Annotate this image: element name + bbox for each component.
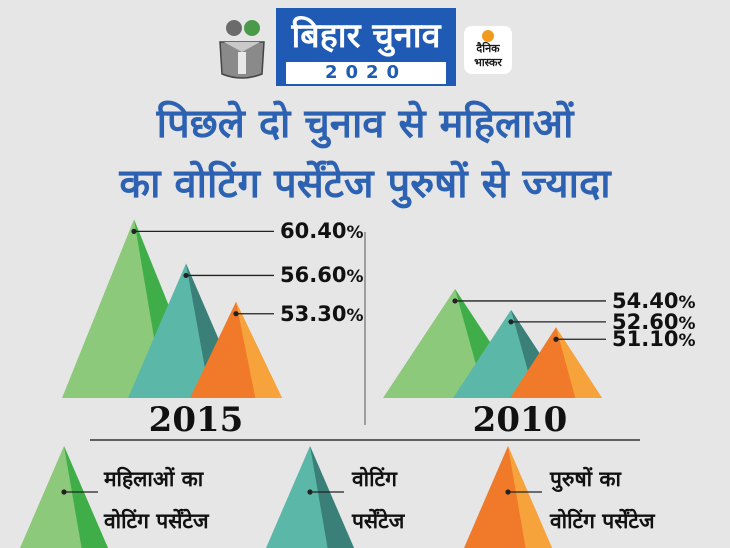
value-label-2010-women: 54.40% [612,289,695,315]
legend-peak-women-shade [64,446,108,548]
value-number: 51.10 [612,327,679,352]
value-leader-lines [131,228,606,342]
legend-peaks [20,446,552,548]
value-number: 52.60 [612,309,679,334]
value-label-2015-women: 60.40% [280,219,363,245]
peak-2010-total-shade [511,309,569,398]
chart-2010-peaks [383,288,602,398]
value-label-2015-men: 53.30% [280,302,363,328]
value-unit: % [346,267,364,288]
newspaper-name: दैनिक भास्कर [474,42,502,69]
chart-2015-peaks [62,219,282,398]
newspaper-logo: दैनिक भास्कर [464,26,512,74]
banner-title: बिहार चुनाव [291,16,441,56]
value-unit: % [678,331,696,352]
value-unit: % [346,223,364,244]
value-number: 56.60 [280,263,347,288]
legend-peak-total-shade [310,446,354,548]
value-unit: % [346,305,364,326]
peak-2010-men-shade [556,327,602,398]
headline-line-1: पिछले दो चुनाव से महिलाओं [156,101,574,147]
sun-icon [482,30,494,42]
legend-women-line2: वोटिंग पर्सेंटेज [104,509,209,533]
year-label-2015: 2015 [148,400,244,440]
value-label-2015-total: 56.60% [280,263,363,289]
election-banner: बिहार चुनाव 2020 [276,8,456,86]
legend-total-line1: वोटिंग [352,467,397,491]
legend-total-line2: पर्सेंटेज [352,509,405,533]
value-number: 53.30 [280,301,347,326]
value-unit: % [678,292,696,313]
value-unit: % [678,313,696,334]
banner-year: 2020 [286,62,446,84]
value-label-2010-men: 51.10% [612,327,695,353]
legend-peak-men-shade [508,446,552,548]
value-number: 60.40 [280,219,347,244]
ballot-box-icon [219,20,265,79]
value-number: 54.40 [612,288,679,313]
peak-2015-men-shade [236,301,282,398]
year-label-2010: 2010 [472,400,568,440]
legend-men-line1: पुरुषों का [550,467,621,491]
ballot-box-logo [212,12,272,82]
peak-2015-total-shade [186,263,244,398]
legend-women-line1: महिलाओं का [104,467,204,491]
legend-men-line2: वोटिंग पर्सेंटेज [550,509,655,533]
peak-2010-women-shade [455,288,527,398]
value-label-2010-total: 52.60% [612,310,695,336]
headline-line-2: का वोटिंग पर्सेंटेज पुरुषों से ज्यादा [119,161,611,207]
